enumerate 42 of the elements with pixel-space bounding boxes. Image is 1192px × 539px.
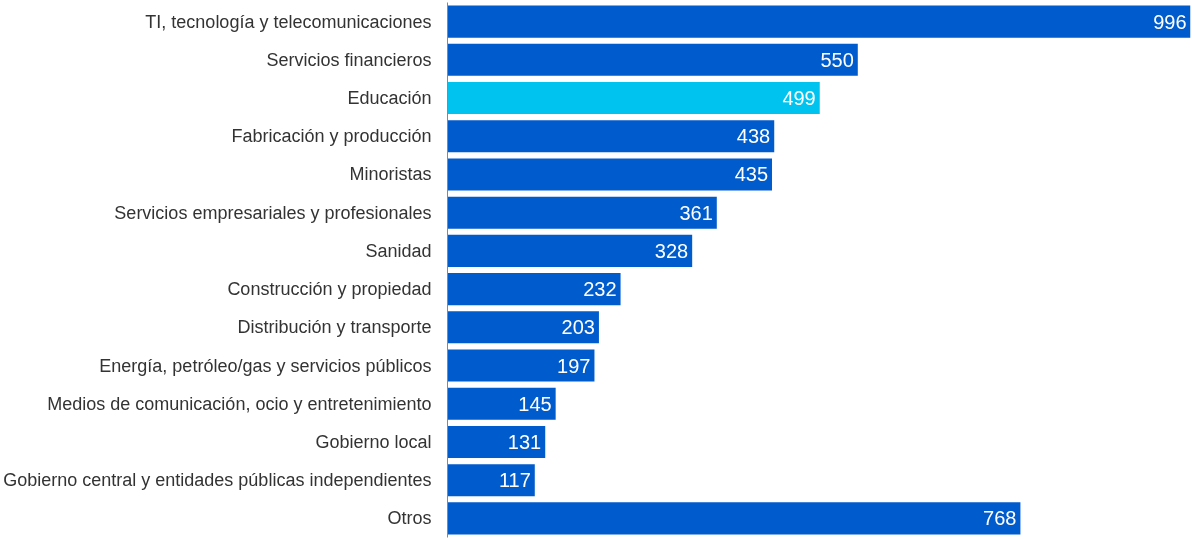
bar: [447, 81, 820, 115]
data-label: 499: [782, 87, 816, 110]
data-label: 438: [736, 125, 771, 148]
bar: [447, 196, 717, 229]
data-label: 768: [983, 507, 1017, 530]
y-tick-label: Gobierno central y entidades públicas independientes: [3, 470, 432, 491]
data-label: 328: [654, 239, 689, 262]
bar: [447, 234, 693, 267]
data-label: 117: [498, 469, 531, 492]
data-label: 131: [507, 430, 542, 453]
y-tick-label: Otros: [387, 508, 432, 529]
bar: [447, 464, 535, 497]
bar: [447, 43, 858, 76]
bar: [447, 349, 595, 382]
data-label: 435: [734, 163, 769, 186]
data-label: 197: [557, 354, 591, 377]
data-label: 232: [583, 278, 617, 301]
y-tick-label: Minoristas: [349, 164, 432, 185]
y-tick-label: Distribución y transporte: [237, 317, 432, 338]
y-tick-label: Construcción y propiedad: [227, 279, 432, 300]
y-tick-label: Servicios empresariales y profesionales: [114, 202, 432, 223]
y-tick-label: Educación: [347, 88, 432, 109]
y-tick-label: Fabricación y producción: [231, 126, 432, 147]
y-tick-label: Servicios financieros: [266, 49, 432, 70]
y-tick-label: Energía, petróleo/gas y servicios públicos: [99, 355, 432, 376]
y-tick-label: Medios de comunicación, ocio y entretenimiento: [47, 393, 432, 414]
y-tick-label: Sanidad: [365, 240, 432, 261]
y-tick-label: Gobierno local: [315, 431, 432, 452]
data-label: 361: [679, 201, 713, 224]
bar: [447, 387, 556, 420]
bar: [447, 425, 546, 459]
data-label: 996: [1153, 10, 1187, 33]
data-label: 550: [820, 48, 854, 71]
y-tick-label: TI, tecnología y telecomunicaciones: [145, 11, 432, 32]
bar: [447, 120, 775, 153]
bar: [447, 5, 1191, 38]
bar: [447, 158, 772, 191]
data-label: 203: [561, 316, 595, 339]
bar: [447, 273, 621, 306]
bar: [447, 502, 1021, 535]
bar: [447, 311, 599, 344]
data-label: 145: [518, 392, 552, 415]
